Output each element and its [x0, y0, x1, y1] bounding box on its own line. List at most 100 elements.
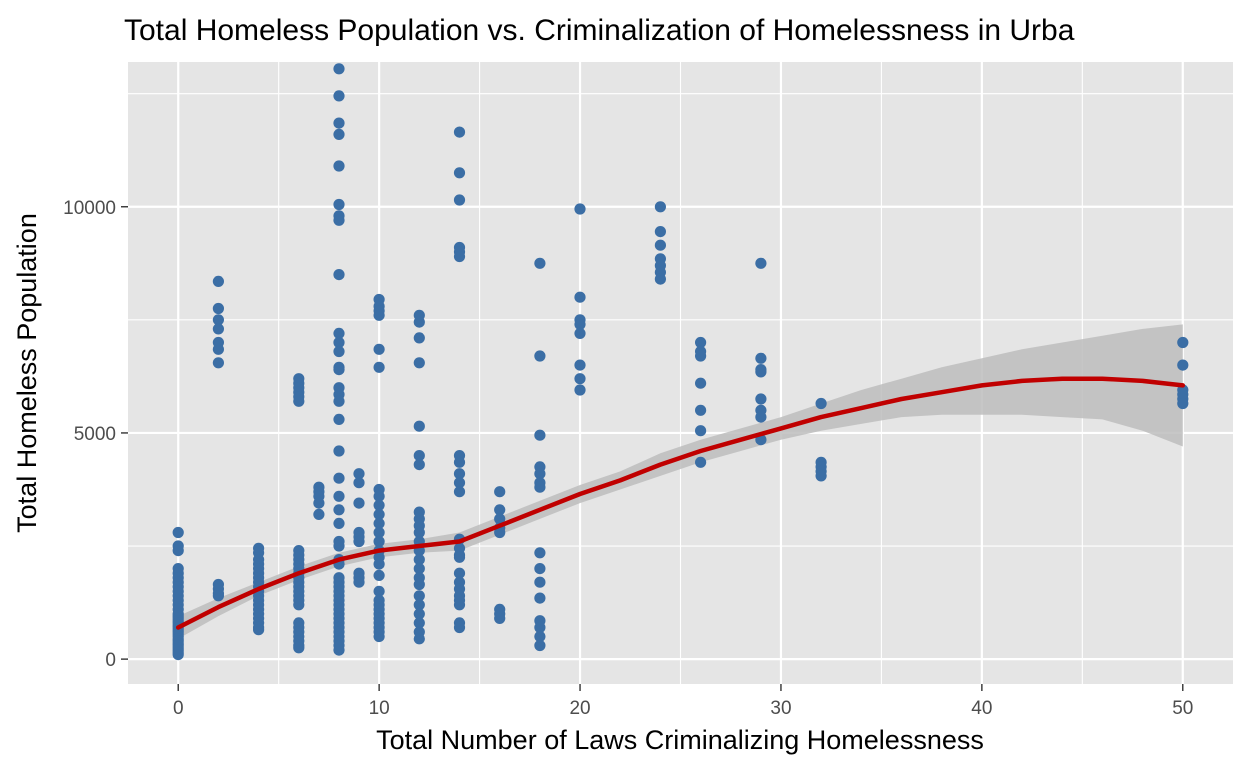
data-point — [373, 526, 385, 539]
data-point — [453, 456, 466, 468]
data-point — [373, 569, 385, 582]
data-point — [413, 420, 425, 432]
data-point — [413, 599, 425, 611]
data-point — [453, 250, 466, 263]
data-point — [453, 599, 466, 611]
data-point — [494, 612, 506, 625]
axis-ticks — [121, 206, 1184, 691]
data-point — [453, 567, 466, 579]
data-point — [373, 508, 385, 520]
y-tick-label: 5000 — [74, 424, 116, 445]
data-point — [1177, 336, 1189, 349]
data-point — [574, 291, 586, 303]
data-point — [313, 497, 325, 509]
data-point — [413, 578, 425, 591]
data-point — [212, 314, 224, 326]
data-point — [212, 275, 224, 287]
data-point — [333, 490, 345, 502]
data-point — [333, 214, 345, 226]
data-point — [413, 357, 425, 369]
y-axis-label: Total Homeless Population — [12, 213, 42, 533]
data-point — [333, 336, 345, 349]
data-point — [333, 117, 345, 129]
data-point — [534, 350, 546, 362]
data-point — [333, 413, 345, 425]
data-point — [413, 563, 425, 575]
data-point — [333, 269, 345, 281]
data-point — [172, 649, 184, 661]
data-point — [353, 497, 365, 509]
x-tick-label: 30 — [770, 698, 791, 719]
data-point — [695, 425, 707, 437]
data-point — [755, 393, 767, 405]
data-point — [373, 499, 385, 511]
data-point — [453, 551, 466, 563]
data-point — [293, 599, 305, 611]
data-point — [534, 468, 546, 480]
data-point — [755, 352, 767, 364]
confidence-band-layer — [178, 324, 1183, 639]
x-tick-label: 10 — [369, 698, 390, 719]
x-tick-label: 20 — [569, 698, 590, 719]
data-point — [494, 504, 506, 516]
confidence-band — [178, 324, 1183, 639]
data-point — [413, 450, 425, 462]
data-point — [373, 585, 385, 597]
data-point — [534, 547, 546, 559]
data-point — [293, 395, 305, 407]
data-point — [755, 411, 767, 423]
data-point — [695, 456, 707, 468]
data-point — [453, 477, 466, 489]
data-point — [755, 257, 767, 269]
data-point — [313, 508, 325, 520]
data-point — [453, 486, 466, 498]
data-point — [695, 404, 707, 416]
data-point — [494, 486, 506, 498]
data-point — [413, 617, 425, 629]
data-point — [453, 167, 466, 179]
data-point — [755, 366, 767, 378]
data-point — [574, 203, 586, 215]
data-point — [212, 590, 224, 602]
data-point — [453, 194, 466, 206]
data-point — [654, 201, 667, 213]
data-point — [212, 343, 224, 355]
data-point — [172, 526, 184, 539]
smooth-line-layer — [175, 376, 1186, 630]
data-point — [373, 490, 385, 502]
data-point — [413, 526, 425, 539]
data-point — [413, 608, 425, 620]
data-point — [212, 302, 224, 315]
data-point — [333, 504, 345, 516]
y-tick-label: 0 — [105, 650, 116, 671]
data-point — [534, 576, 546, 588]
data-point — [574, 373, 586, 385]
data-point — [333, 540, 345, 552]
data-point — [333, 644, 345, 656]
data-point — [695, 350, 707, 362]
data-point — [212, 357, 224, 369]
x-axis-label: Total Number of Laws Criminalizing Homel… — [376, 725, 984, 755]
data-point — [815, 397, 827, 410]
smooth-line — [175, 376, 1186, 630]
data-point — [815, 470, 827, 482]
data-point — [534, 257, 546, 269]
data-point — [373, 309, 385, 321]
x-tick-label: 50 — [1172, 698, 1193, 719]
data-point — [1177, 359, 1189, 371]
data-point — [373, 361, 385, 373]
data-point — [654, 226, 667, 238]
data-point — [333, 128, 345, 140]
data-point — [453, 468, 466, 480]
axis-tick-labels: 0 10 20 30 40 50 0 5000 10000 — [63, 198, 1193, 719]
y-tick-label: 10000 — [63, 198, 116, 219]
data-point — [172, 545, 184, 557]
data-point — [373, 517, 385, 530]
data-point — [373, 535, 385, 548]
data-point — [212, 323, 224, 335]
data-point — [413, 554, 425, 566]
data-point — [353, 576, 365, 588]
data-point — [654, 273, 667, 285]
data-point — [534, 592, 546, 604]
minor-gridlines — [128, 62, 1233, 684]
